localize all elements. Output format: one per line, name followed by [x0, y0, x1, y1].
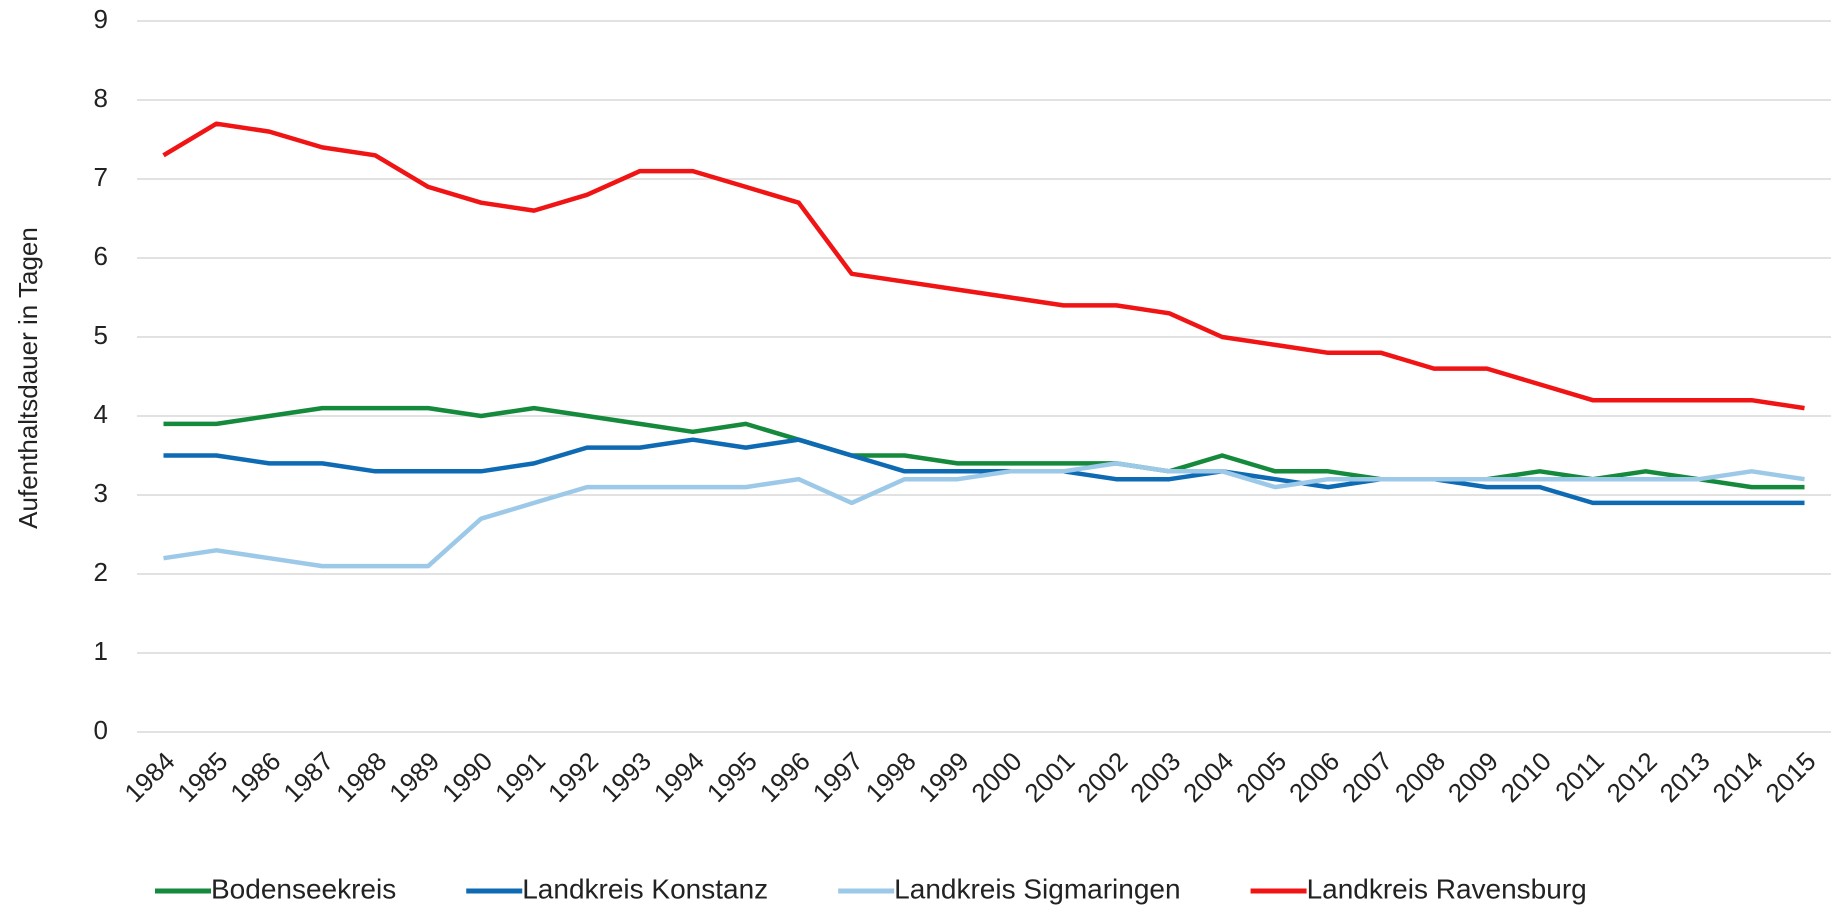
- x-tick-label: 1991: [489, 746, 551, 808]
- x-tick-label: 2010: [1495, 746, 1557, 808]
- y-tick-label: 9: [94, 4, 108, 34]
- y-tick-label: 7: [94, 162, 108, 192]
- x-tick-label: 2000: [965, 746, 1027, 808]
- y-tick-label: 2: [94, 557, 108, 587]
- x-tick-label: 2004: [1177, 746, 1239, 808]
- legend-label: Landkreis Ravensburg: [1307, 873, 1587, 904]
- x-tick-label: 2002: [1071, 746, 1133, 808]
- x-tick-label: 1997: [807, 746, 869, 808]
- x-tick-label: 1985: [171, 746, 233, 808]
- legend-label: Bodenseekreis: [211, 873, 396, 904]
- x-tick-label: 2015: [1760, 746, 1822, 808]
- x-tick-label: 1989: [383, 746, 445, 808]
- x-tick-label: 1998: [860, 746, 922, 808]
- y-tick-label: 5: [94, 320, 108, 350]
- line-series: [163, 405, 1805, 490]
- legend-label: Landkreis Konstanz: [522, 873, 768, 904]
- legend-label: Landkreis Sigmaringen: [894, 873, 1180, 904]
- line-series: [163, 461, 1805, 569]
- x-tick-label: 1996: [754, 746, 816, 808]
- y-tick-label: 3: [94, 478, 108, 508]
- x-tick-label: 2011: [1549, 746, 1610, 807]
- x-tick-label: 1986: [224, 746, 286, 808]
- x-tick-label: 1993: [595, 746, 657, 808]
- x-tick-label: 2014: [1707, 746, 1769, 808]
- x-tick-label: 2009: [1442, 746, 1504, 808]
- x-tick-label: 1984: [118, 746, 180, 808]
- x-tick-label: 1994: [648, 746, 710, 808]
- y-tick-label: 0: [94, 715, 108, 745]
- x-tick-label: 1988: [330, 746, 392, 808]
- x-tick-label: 2003: [1124, 746, 1186, 808]
- x-tick-label: 1995: [701, 746, 763, 808]
- x-tick-label: 1990: [436, 746, 498, 808]
- x-tick-label: 1987: [277, 746, 339, 808]
- x-tick-label: 2006: [1283, 746, 1345, 808]
- x-tick-label: 2008: [1389, 746, 1451, 808]
- line-series: [162, 121, 1805, 411]
- x-tick-label: 1999: [913, 746, 975, 808]
- x-tick-label: 2001: [1018, 746, 1080, 808]
- y-tick-label: 8: [94, 83, 108, 113]
- y-tick-label: 4: [94, 399, 108, 429]
- x-tick-label: 2013: [1654, 746, 1716, 808]
- y-tick-label: 1: [94, 636, 108, 666]
- x-tick-label: 1992: [542, 746, 604, 808]
- x-tick-label: 2005: [1230, 746, 1292, 808]
- x-tick-label: 2012: [1601, 746, 1663, 808]
- y-tick-label: 6: [94, 241, 108, 271]
- y-axis-title: Aufenthaltsdauer in Tagen: [13, 227, 43, 529]
- line-series: [163, 437, 1805, 506]
- x-tick-label: 2007: [1336, 746, 1398, 808]
